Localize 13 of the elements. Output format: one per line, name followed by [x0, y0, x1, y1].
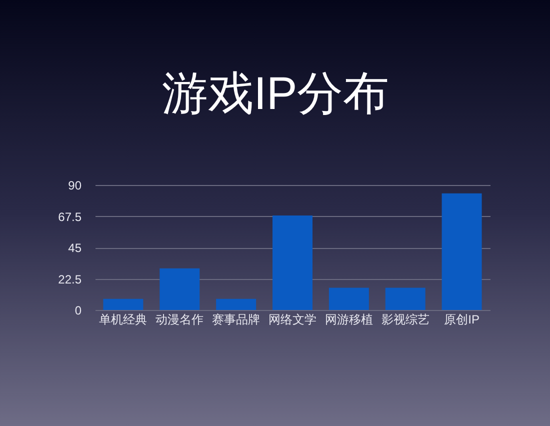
y-tick-label: 0 [74, 304, 82, 318]
y-tick-label: 67.5 [58, 210, 82, 224]
x-tick-label: 单机经典 [99, 312, 148, 326]
y-tick-label: 22.5 [58, 272, 82, 286]
x-tick-label: 原创IP [444, 312, 480, 326]
x-tick-label: 动漫名作 [156, 312, 204, 326]
x-tick-label: 网络文学 [268, 312, 316, 326]
y-tick-label: 45 [68, 241, 82, 255]
chart-title: 游戏IP分布 [162, 67, 390, 119]
y-tick-label: 90 [68, 178, 82, 192]
x-tick-label: 网游移植 [324, 312, 373, 326]
x-tick-label: 影视综艺 [381, 312, 430, 326]
x-tick-label: 赛事品牌 [212, 312, 260, 326]
